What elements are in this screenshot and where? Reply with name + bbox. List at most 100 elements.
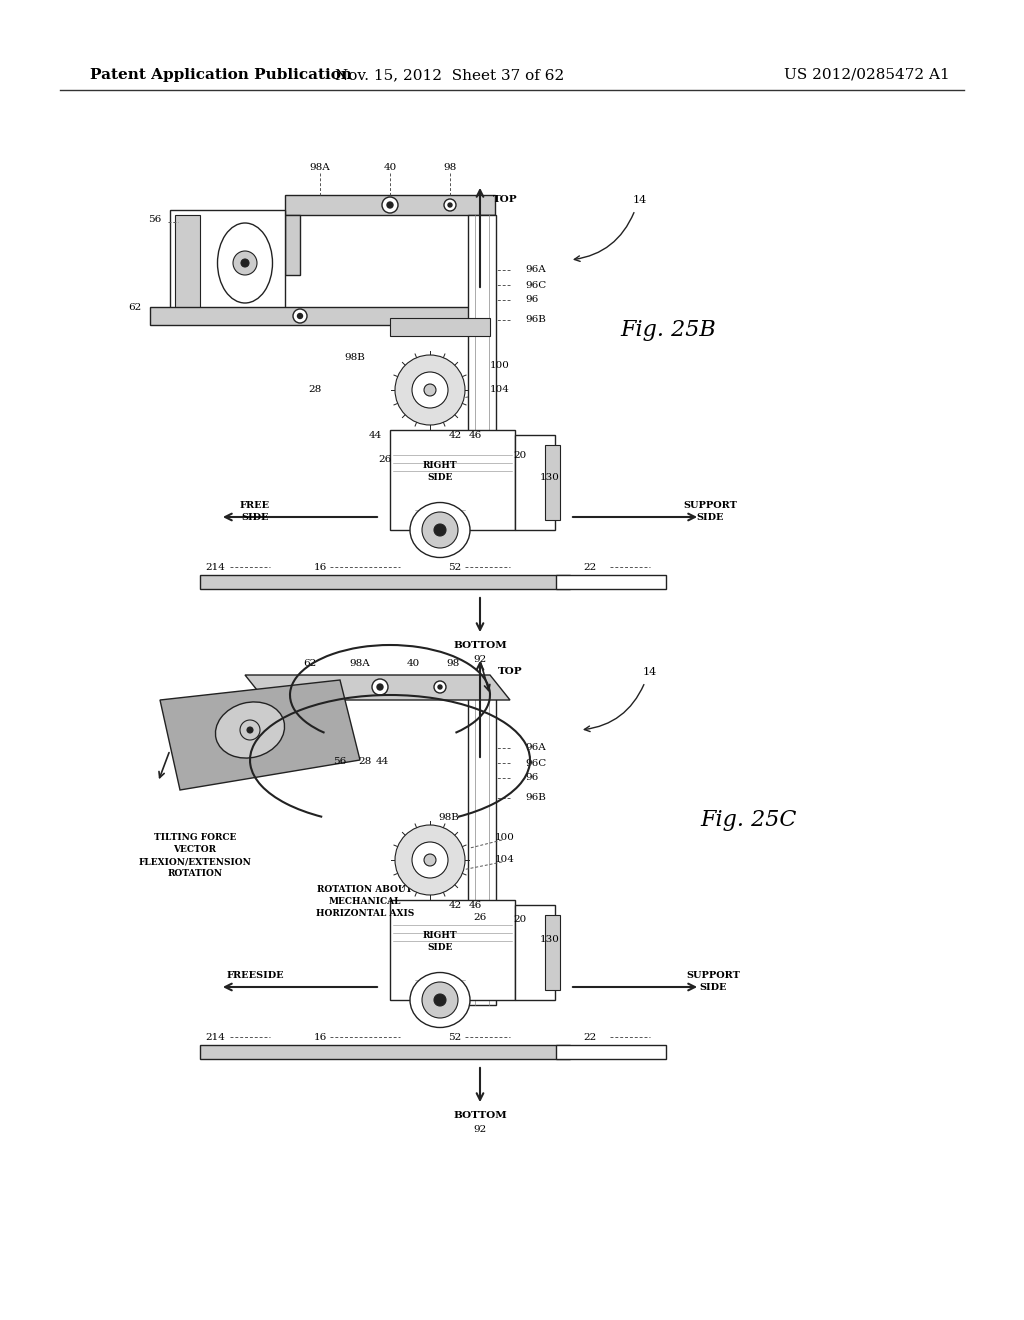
Bar: [556, 576, 666, 589]
Circle shape: [395, 355, 465, 425]
Circle shape: [247, 727, 253, 733]
Text: 98B: 98B: [344, 354, 366, 363]
Text: 104: 104: [495, 855, 515, 865]
Text: 28: 28: [358, 758, 372, 767]
Circle shape: [377, 684, 383, 690]
Text: VECTOR: VECTOR: [173, 846, 216, 854]
Text: 22: 22: [584, 1032, 597, 1041]
Text: HORIZONTAL AXIS: HORIZONTAL AXIS: [315, 909, 414, 919]
Circle shape: [413, 372, 447, 408]
Circle shape: [382, 197, 398, 213]
Text: TILTING FORCE: TILTING FORCE: [154, 833, 237, 842]
Bar: [545, 915, 560, 990]
Polygon shape: [160, 680, 360, 789]
Text: 42: 42: [449, 430, 462, 440]
Bar: [390, 430, 515, 531]
Text: 20: 20: [513, 450, 526, 459]
Circle shape: [424, 854, 436, 866]
Text: 20: 20: [513, 916, 526, 924]
Ellipse shape: [410, 973, 470, 1027]
Bar: [468, 696, 496, 1005]
Circle shape: [422, 512, 458, 548]
Circle shape: [425, 384, 435, 395]
Text: 56: 56: [148, 215, 162, 224]
Text: SIDE: SIDE: [696, 512, 724, 521]
Circle shape: [434, 994, 446, 1006]
Text: 96: 96: [525, 774, 539, 783]
Ellipse shape: [215, 702, 285, 758]
Ellipse shape: [217, 223, 272, 304]
Text: 42: 42: [449, 900, 462, 909]
Bar: [285, 195, 495, 215]
Text: SIDE: SIDE: [699, 982, 727, 991]
Text: TOP: TOP: [493, 195, 517, 205]
Text: 46: 46: [468, 900, 481, 909]
Text: SIDE: SIDE: [427, 473, 453, 482]
Text: FREE: FREE: [240, 500, 270, 510]
Text: Fig. 25C: Fig. 25C: [700, 809, 797, 832]
Text: BOTTOM: BOTTOM: [454, 1110, 507, 1119]
Circle shape: [413, 842, 447, 878]
Circle shape: [293, 309, 307, 323]
Circle shape: [412, 842, 449, 878]
Text: 214: 214: [205, 1032, 225, 1041]
Text: 46: 46: [468, 430, 481, 440]
Bar: [200, 576, 570, 589]
Text: 96C: 96C: [525, 281, 546, 289]
Bar: [545, 445, 560, 520]
Bar: [515, 436, 555, 531]
Text: FLEXION/EXTENSION: FLEXION/EXTENSION: [138, 858, 252, 866]
Circle shape: [298, 314, 302, 318]
Text: 96C: 96C: [525, 759, 546, 767]
Circle shape: [233, 251, 257, 275]
Text: SIDE: SIDE: [242, 512, 268, 521]
Text: 26: 26: [379, 455, 391, 465]
Bar: [150, 308, 475, 325]
Bar: [468, 215, 496, 525]
Bar: [390, 900, 515, 1001]
Text: 96B: 96B: [525, 793, 546, 803]
Text: 92: 92: [473, 1126, 486, 1134]
Text: 52: 52: [449, 562, 462, 572]
Bar: [285, 215, 300, 275]
Text: 62: 62: [303, 659, 316, 668]
Text: RIGHT: RIGHT: [423, 461, 458, 470]
Text: 104: 104: [490, 385, 510, 395]
Circle shape: [395, 825, 465, 895]
Text: 98: 98: [443, 164, 457, 173]
Text: 98A: 98A: [349, 659, 371, 668]
Text: SUPPORT: SUPPORT: [683, 500, 737, 510]
Text: 96B: 96B: [525, 315, 546, 325]
Text: ROTATION ABOUT: ROTATION ABOUT: [317, 886, 413, 895]
Text: Fig. 25B: Fig. 25B: [620, 319, 716, 341]
Text: 14: 14: [643, 667, 657, 677]
Text: 96A: 96A: [525, 743, 546, 752]
Text: SUPPORT: SUPPORT: [686, 970, 740, 979]
Text: 96: 96: [525, 296, 539, 305]
Text: 96A: 96A: [525, 265, 546, 275]
Text: US 2012/0285472 A1: US 2012/0285472 A1: [784, 69, 950, 82]
Circle shape: [444, 199, 456, 211]
Text: 44: 44: [369, 430, 382, 440]
Text: ROTATION: ROTATION: [168, 870, 222, 879]
Circle shape: [412, 372, 449, 408]
Circle shape: [240, 719, 260, 741]
Text: 62: 62: [128, 302, 141, 312]
Bar: [515, 906, 555, 1001]
Text: 100: 100: [490, 360, 510, 370]
Text: 214: 214: [205, 562, 225, 572]
Circle shape: [438, 685, 442, 689]
Text: 44: 44: [376, 758, 389, 767]
Text: 130: 130: [540, 936, 560, 945]
Text: 22: 22: [584, 562, 597, 572]
Text: TOP: TOP: [498, 668, 522, 676]
Text: 28: 28: [308, 385, 322, 395]
Polygon shape: [245, 675, 510, 700]
Text: 98B: 98B: [438, 813, 460, 822]
Text: 130: 130: [540, 474, 560, 483]
Bar: [480, 215, 495, 275]
Text: 14: 14: [633, 195, 647, 205]
Text: 16: 16: [313, 1032, 327, 1041]
Bar: [390, 318, 490, 337]
Bar: [556, 1045, 666, 1059]
